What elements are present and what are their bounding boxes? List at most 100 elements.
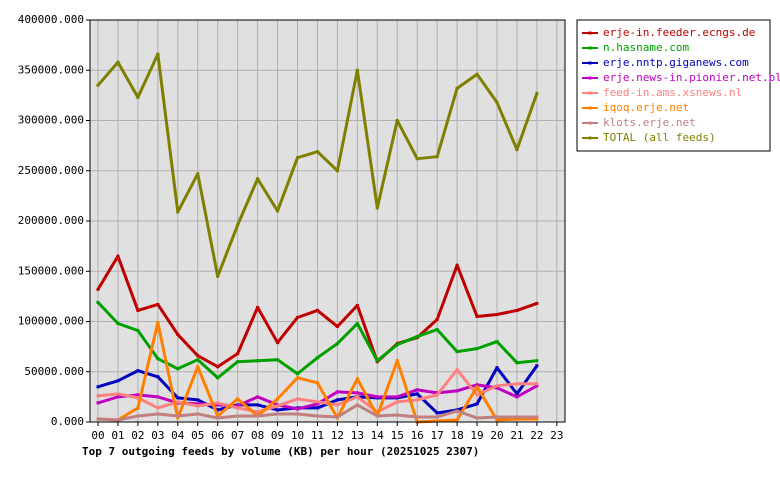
- data-point: [296, 412, 299, 416]
- legend-label: iqoq.erje.net: [603, 101, 689, 114]
- data-point: [296, 397, 299, 401]
- data-point: [176, 416, 180, 420]
- x-tick-label: 14: [371, 429, 385, 442]
- data-point: [435, 415, 439, 419]
- data-point: [315, 400, 319, 404]
- y-tick-label: 50000.000: [24, 365, 84, 378]
- x-tick-label: 19: [470, 429, 483, 442]
- data-point: [256, 177, 260, 181]
- data-point: [475, 393, 479, 397]
- data-point: [216, 403, 220, 407]
- y-tick-label: 250000.000: [18, 164, 84, 177]
- data-point: [495, 100, 499, 104]
- x-tick-label: 01: [111, 429, 124, 442]
- x-tick-label: 16: [411, 429, 424, 442]
- data-point: [475, 347, 479, 351]
- legend-symbol-dot: [588, 106, 592, 110]
- data-point: [515, 308, 519, 312]
- data-point: [535, 359, 539, 363]
- data-point: [236, 360, 240, 364]
- data-point: [335, 398, 339, 402]
- data-point: [176, 400, 180, 404]
- data-point: [136, 95, 140, 99]
- data-point: [475, 385, 479, 389]
- data-point: [196, 402, 200, 406]
- data-point: [196, 365, 200, 369]
- data-point: [435, 155, 439, 159]
- data-point: [355, 322, 359, 326]
- x-tick-label: 15: [391, 429, 404, 442]
- x-tick-label: 02: [131, 429, 144, 442]
- y-tick-label: 150000.000: [18, 264, 84, 277]
- x-tick-label: 09: [271, 429, 284, 442]
- data-point: [475, 314, 479, 318]
- data-point: [475, 416, 479, 420]
- data-point: [395, 359, 399, 363]
- data-point: [216, 365, 220, 369]
- data-point: [495, 384, 499, 388]
- data-point: [156, 321, 160, 325]
- legend-label: erje.news-in.pionier.net.pl: [603, 71, 780, 84]
- data-point: [156, 406, 160, 410]
- data-point: [296, 407, 299, 411]
- data-point: [535, 384, 539, 388]
- data-point: [216, 414, 220, 418]
- x-tick-label: 23: [550, 429, 563, 442]
- legend-symbol-dot: [588, 121, 592, 125]
- y-tick-label: 350000.000: [18, 63, 84, 76]
- x-tick-label: 11: [311, 429, 324, 442]
- data-point: [116, 254, 120, 258]
- data-point: [315, 308, 319, 312]
- data-point: [136, 329, 140, 333]
- data-point: [515, 395, 519, 399]
- data-point: [236, 414, 240, 418]
- data-point: [435, 328, 439, 332]
- data-point: [395, 395, 399, 399]
- data-point: [395, 400, 399, 404]
- data-point: [216, 408, 220, 412]
- legend-symbol-dot: [588, 31, 592, 35]
- data-point: [315, 402, 319, 406]
- data-point: [375, 359, 379, 363]
- legend-label: n.hasname.com: [603, 41, 689, 54]
- data-point: [335, 342, 339, 346]
- data-point: [475, 383, 479, 387]
- data-point: [196, 172, 200, 176]
- data-point: [315, 381, 319, 385]
- data-point: [276, 397, 280, 401]
- data-point: [96, 417, 100, 421]
- data-point: [96, 300, 100, 304]
- data-point: [256, 403, 260, 407]
- data-point: [515, 382, 519, 386]
- data-point: [296, 376, 299, 380]
- data-point: [515, 415, 519, 419]
- x-tick-label: 21: [510, 429, 523, 442]
- series-lines: [96, 52, 539, 424]
- data-point: [535, 415, 539, 419]
- data-point: [415, 388, 419, 392]
- x-tick-label: 22: [530, 429, 543, 442]
- data-point: [256, 305, 260, 309]
- data-point: [455, 263, 459, 267]
- y-tick-label: 300000.000: [18, 114, 84, 127]
- data-point: [156, 52, 160, 56]
- data-point: [375, 206, 379, 210]
- data-point: [296, 315, 299, 319]
- data-point: [96, 385, 100, 389]
- data-point: [355, 391, 359, 395]
- x-tick-label: 12: [331, 429, 344, 442]
- data-point: [196, 358, 200, 362]
- data-point: [495, 312, 499, 316]
- data-point: [276, 209, 280, 213]
- data-point: [455, 409, 459, 413]
- data-point: [335, 403, 339, 407]
- data-point: [535, 301, 539, 305]
- data-point: [455, 350, 459, 354]
- data-point: [276, 404, 280, 408]
- data-point: [176, 396, 180, 400]
- x-tick-label: 10: [291, 429, 304, 442]
- x-tick-label: 17: [431, 429, 444, 442]
- data-point: [276, 358, 280, 362]
- data-point: [236, 352, 240, 356]
- legend-label: TOTAL (all feeds): [603, 131, 716, 144]
